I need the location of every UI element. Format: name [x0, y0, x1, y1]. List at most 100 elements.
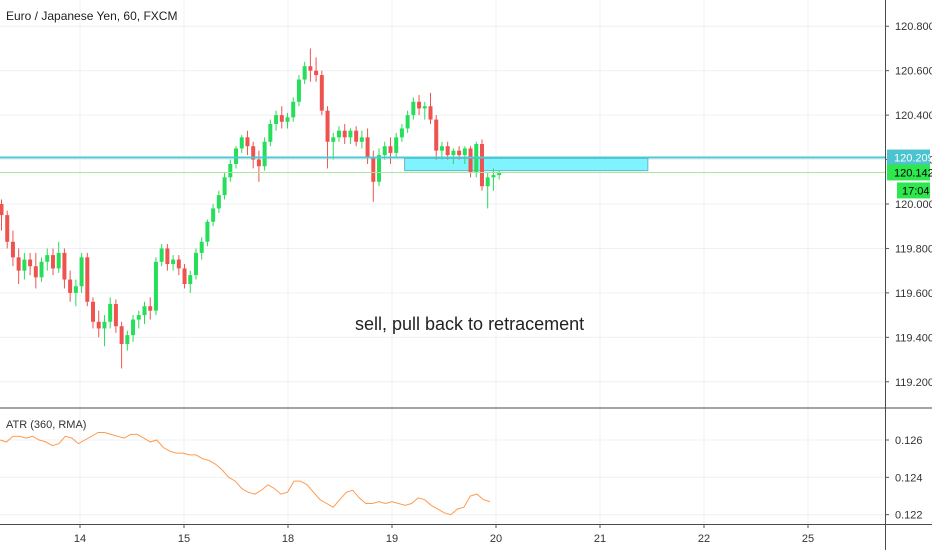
candle-body	[91, 301, 96, 322]
candle-body	[96, 321, 101, 329]
chart-annotation: sell, pull back to retracement	[355, 314, 584, 334]
time-tick-label: 19	[386, 533, 398, 545]
atr-tick-label: 0.126	[895, 435, 923, 447]
candle-body	[308, 66, 313, 71]
candle-body	[296, 79, 301, 102]
candle-body	[148, 306, 153, 311]
candle-body	[331, 137, 336, 142]
candle-body	[348, 130, 353, 138]
candle-body	[422, 106, 427, 109]
candle-body	[325, 110, 330, 142]
candle-body	[228, 164, 233, 178]
candle-body	[113, 304, 118, 327]
candle-body	[68, 279, 73, 293]
candle-body	[302, 66, 307, 80]
candle-body	[0, 204, 4, 216]
price-tick-label: 120.800	[895, 21, 932, 33]
time-tick-label: 22	[698, 533, 710, 545]
candle-body	[28, 259, 33, 267]
candle-body	[405, 115, 410, 129]
candle-body	[153, 261, 158, 311]
grid	[0, 0, 885, 524]
price-tick-label: 120.400	[895, 110, 932, 122]
candles	[0, 48, 502, 369]
candle-body	[245, 137, 250, 147]
price-label-text: 120.142	[894, 167, 932, 179]
candle-body	[102, 321, 107, 329]
candle-body	[39, 261, 44, 278]
candle-body	[485, 177, 490, 187]
zone-layer	[404, 157, 649, 172]
price-tick-label: 119.800	[895, 243, 932, 255]
atr-layer	[0, 432, 491, 516]
candle-body	[131, 319, 136, 336]
candle-body	[279, 115, 284, 122]
candle-body	[462, 148, 467, 156]
time-tick-label: 18	[282, 533, 294, 545]
candle-body	[399, 128, 404, 138]
candle-body	[491, 175, 496, 178]
candle-body	[125, 335, 130, 344]
candle-body	[354, 130, 359, 142]
candle-body	[251, 146, 256, 160]
candle-body	[382, 146, 387, 156]
atr-title: ATR (360, RMA)	[6, 419, 86, 431]
time-tick-label: 21	[594, 533, 606, 545]
candle-body	[108, 304, 113, 322]
candle-body	[274, 115, 279, 124]
atr-tick-label: 0.124	[895, 472, 923, 484]
candle-body	[359, 137, 364, 142]
candle-body	[417, 101, 422, 109]
candle-body	[16, 257, 21, 271]
candle-body	[314, 70, 319, 76]
candle-body	[10, 241, 15, 258]
candle-body	[79, 257, 84, 287]
candle-body	[199, 241, 204, 253]
candle-body	[439, 146, 444, 151]
price-label-box	[887, 149, 930, 166]
candle-body	[182, 268, 187, 284]
price-tick-label: 119.200	[895, 377, 932, 389]
retracement-zone	[404, 157, 649, 172]
price-tick-label: 120.000	[895, 199, 932, 211]
candle-body	[497, 172, 502, 176]
price-label-text: 120.209	[894, 153, 932, 165]
candle-body	[119, 326, 124, 344]
candle-body	[239, 137, 244, 149]
candle-body	[268, 124, 273, 142]
candle-body	[377, 155, 382, 182]
candle-body	[319, 75, 324, 111]
candle-body	[5, 215, 10, 242]
price-tick-label: 120.600	[895, 66, 932, 78]
candle-body	[457, 150, 462, 156]
candle-body	[33, 266, 38, 278]
candle-body	[165, 248, 170, 264]
candle-body	[479, 144, 484, 187]
price-tick-label: 119.400	[895, 332, 932, 344]
candle-body	[291, 101, 296, 118]
candle-body	[73, 286, 78, 293]
candle-body	[56, 252, 61, 269]
atr-line	[0, 432, 491, 516]
time-tick-label: 20	[490, 533, 502, 545]
candle-body	[22, 259, 27, 271]
candle-body	[211, 208, 216, 222]
candle-body	[262, 141, 267, 167]
price-label-box	[887, 164, 930, 181]
candle-body	[193, 252, 198, 276]
candle-body	[445, 146, 450, 156]
candle-body	[85, 257, 90, 302]
candle-body	[428, 106, 433, 120]
candle-body	[62, 252, 67, 280]
candle-body	[216, 195, 221, 209]
price-lines	[0, 156, 885, 173]
countdown-label: 17:04	[902, 185, 930, 197]
candle-body	[468, 148, 473, 173]
chart-title: Euro / Japanese Yen, 60, FXCM	[6, 9, 177, 23]
atr-tick-label: 0.122	[895, 510, 923, 522]
price-tick-label: 119.600	[895, 288, 932, 300]
